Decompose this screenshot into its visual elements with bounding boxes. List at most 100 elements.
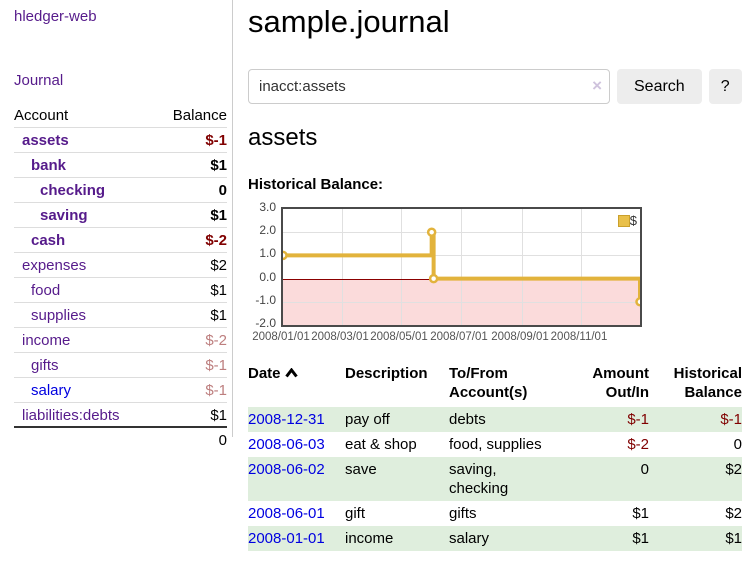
balance-column-header: Balance — [172, 107, 227, 124]
account-link[interactable]: supplies — [31, 307, 87, 324]
transaction-description: eat & shop — [345, 436, 417, 453]
account-link[interactable]: bank — [31, 157, 67, 174]
transaction-accounts: salary — [449, 530, 490, 547]
transaction-description: save — [345, 461, 377, 478]
account-row: expenses $2 — [14, 253, 227, 278]
account-row: supplies $1 — [14, 303, 227, 328]
x-axis-tick-label: 2008/03/01 — [311, 331, 369, 343]
transaction-accounts: food, supplies — [449, 436, 542, 453]
account-row: cash $-2 — [14, 228, 227, 253]
account-link[interactable]: assets — [22, 132, 69, 149]
transaction-row[interactable]: 2008-06-03 eat & shop food, supplies $-2 0 — [248, 432, 742, 457]
accounts-header: To/From Account(s) — [449, 365, 528, 401]
gridline — [401, 209, 402, 325]
chart-plot-area: $ — [281, 207, 642, 327]
transaction-balance: $2 — [725, 461, 742, 478]
sort-ascending-icon — [284, 364, 298, 383]
accounts-table: Account Balance assets $-1 bank $1 checking 0… — [14, 103, 227, 453]
account-balance: $-1 — [205, 357, 227, 374]
transaction-date-link[interactable]: 2008-06-02 — [248, 461, 325, 478]
description-header: Description — [345, 365, 428, 382]
transaction-accounts: debts — [449, 411, 486, 428]
transaction-description: gift — [345, 505, 366, 522]
sidebar: hledger-web Journal Account Balance asse… — [0, 0, 233, 449]
y-axis-tick-label: -1.0 — [255, 292, 276, 307]
clear-search-icon[interactable]: × — [592, 76, 602, 95]
account-balance: $-1 — [205, 382, 227, 399]
account-link[interactable]: saving — [40, 207, 88, 224]
y-axis-tick-label: -2.0 — [255, 316, 276, 330]
gridline — [283, 232, 640, 233]
account-link[interactable]: gifts — [31, 357, 59, 374]
transaction-row[interactable]: 2008-06-02 save saving, checking 0 $2 — [248, 457, 742, 501]
transaction-amount: 0 — [640, 461, 649, 478]
account-row: food $1 — [14, 278, 227, 303]
account-link[interactable]: salary — [31, 382, 72, 399]
transaction-balance: $1 — [725, 530, 742, 547]
account-balance: 0 — [218, 182, 227, 199]
account-row: income $-2 — [14, 328, 227, 353]
transaction-balance: $2 — [725, 505, 742, 522]
x-axis-tick-label: 2008/01/01 — [252, 331, 310, 343]
y-axis-tick-label: 0.0 — [259, 269, 276, 284]
transaction-date-link[interactable]: 2008-06-01 — [248, 505, 325, 522]
transaction-accounts: saving, checking — [449, 461, 509, 497]
account-balance: $1 — [210, 407, 227, 424]
register-table: Date Description To/From Account(s) Amou… — [248, 362, 742, 551]
account-balance: $-2 — [205, 332, 227, 349]
account-heading: assets — [248, 124, 318, 151]
brand-link[interactable]: hledger-web — [14, 8, 97, 25]
transaction-row[interactable]: 2008-06-01 gift gifts $1 $2 — [248, 501, 742, 526]
account-row: gifts $-1 — [14, 353, 227, 378]
account-balance: $2 — [210, 257, 227, 274]
transaction-description: pay off — [345, 411, 390, 428]
accounts-total-row: 0 — [14, 428, 227, 453]
account-link[interactable]: expenses — [22, 257, 87, 274]
account-row: liabilities:debts $1 — [14, 403, 227, 428]
sidebar-accounts-body: assets $-1 bank $1 checking 0 saving $1 cash $-2 e… — [14, 128, 227, 428]
help-button[interactable]: ? — [708, 69, 742, 104]
transaction-amount: $-2 — [627, 436, 649, 453]
transaction-row[interactable]: 2008-12-31 pay off debts $-1 $-1 — [248, 407, 742, 432]
account-link[interactable]: food — [31, 282, 61, 299]
sidebar-item-journal[interactable]: Journal — [14, 72, 64, 89]
account-column-header: Account — [14, 107, 69, 124]
search-button[interactable]: Search — [617, 69, 702, 104]
account-link[interactable]: income — [22, 332, 71, 349]
transaction-row[interactable]: 2008-01-01 income salary $1 $1 — [248, 526, 742, 551]
account-link[interactable]: checking — [40, 182, 106, 199]
legend-label: $ — [629, 213, 637, 228]
account-link[interactable]: cash — [31, 232, 66, 249]
transaction-amount: $1 — [632, 530, 649, 547]
chart-legend: $ — [617, 213, 637, 228]
transaction-date-link[interactable]: 2008-12-31 — [248, 411, 325, 428]
gridline — [342, 209, 343, 325]
x-axis-tick-label: 2008/09/01 — [491, 331, 549, 343]
transaction-date-link[interactable]: 2008-01-01 — [248, 530, 325, 547]
gridline — [522, 209, 523, 325]
chart-x-axis-labels: 2008/01/01 2008/03/01 2008/05/01 2008/07/01… — [252, 331, 661, 345]
account-row: assets $-1 — [14, 128, 227, 153]
x-axis-tick-label: 2008/05/01 — [370, 331, 428, 343]
account-row: bank $1 — [14, 153, 227, 178]
account-balance: $1 — [210, 207, 227, 224]
historical-balance-chart: 3.0 2.0 1.0 0.0 -1.0 -2.0 $ 2008/01/01 2008/03… — [248, 200, 728, 345]
y-axis-tick-label: 3.0 — [259, 200, 276, 214]
register-header-row: Date Description To/From Account(s) Amou… — [248, 362, 742, 407]
gridline — [461, 209, 462, 325]
x-axis-tick-label: 2008/07/01 — [430, 331, 488, 343]
data-point-marker — [635, 297, 640, 307]
chart-y-axis-labels: 3.0 2.0 1.0 0.0 -1.0 -2.0 — [248, 200, 276, 332]
balance-header: Historical Balance — [673, 365, 742, 401]
chart-title: Historical Balance: — [248, 176, 384, 193]
legend-swatch-icon — [617, 214, 630, 227]
main-content: sample.journal × Search ? assets Histori… — [233, 0, 742, 582]
date-sort-header[interactable]: Date — [248, 362, 345, 407]
gridline — [283, 255, 640, 256]
transaction-date-link[interactable]: 2008-06-03 — [248, 436, 325, 453]
account-link[interactable]: liabilities:debts — [22, 407, 120, 424]
page-title: sample.journal — [248, 4, 450, 39]
accounts-table-header: Account Balance — [14, 103, 227, 128]
account-balance: $1 — [210, 157, 227, 174]
search-input[interactable] — [248, 69, 610, 104]
